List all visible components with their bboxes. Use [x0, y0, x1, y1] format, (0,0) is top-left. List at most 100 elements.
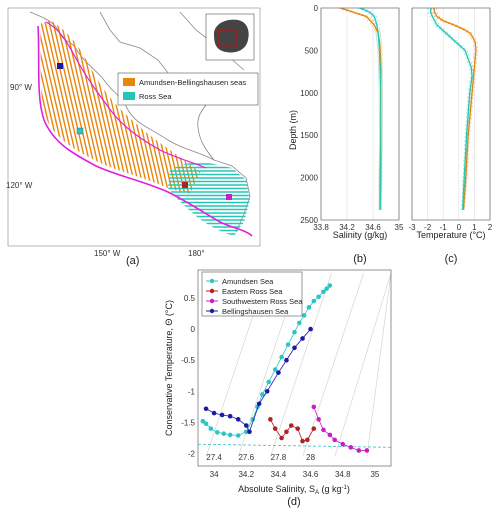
- data-point-sw_ross: [356, 448, 362, 453]
- y-tick-label: -1.5: [181, 418, 195, 427]
- ts-x-axis-label: Absolute Salinity, SA (g kg-1): [238, 484, 350, 496]
- salinity-axis-label: Salinity (g/kg): [333, 230, 388, 240]
- data-point-bellingshausen: [203, 406, 209, 412]
- panel-label-c: (c): [445, 253, 458, 265]
- x-tick-label: 1: [472, 223, 477, 232]
- data-point-amundsen: [285, 342, 291, 347]
- data-point-e_ross: [295, 426, 301, 431]
- legend-label-ab: Amundsen-Bellingshausen seas: [139, 78, 246, 87]
- antarctica-inset-icon: [205, 13, 255, 61]
- x-tick-label: 35: [395, 223, 404, 232]
- x-tick-label: 0: [457, 223, 462, 232]
- data-point-amundsen: [272, 367, 278, 372]
- panel-label-b: (b): [353, 253, 366, 265]
- data-point-amundsen: [215, 430, 220, 435]
- southwestern-ross-station-marker: [226, 194, 232, 200]
- profile-line-amundsen_bellingshausen: [340, 7, 382, 210]
- amundsen-station-marker: [76, 127, 84, 135]
- data-point-bellingshausen: [235, 417, 241, 422]
- data-point-bellingshausen: [300, 336, 305, 341]
- y-tick-label: 0: [314, 4, 319, 13]
- data-point-bellingshausen: [219, 412, 225, 418]
- data-point-e_ross: [305, 437, 310, 443]
- temperature-axis-label: Temperature (°C): [416, 230, 485, 240]
- data-point-e_ross: [284, 429, 289, 435]
- x-tick-label: 34.6: [365, 223, 381, 232]
- legend-marker: [209, 278, 215, 284]
- data-point-sw_ross: [332, 437, 338, 443]
- data-point-bellingshausen: [308, 326, 313, 332]
- data-point-amundsen: [292, 329, 297, 335]
- data-point-e_ross: [311, 426, 317, 431]
- data-point-e_ross: [279, 435, 284, 441]
- profile-envelope: [343, 7, 383, 210]
- x-tick-label: 34.8: [335, 470, 351, 479]
- data-point-bellingshausen: [264, 389, 270, 394]
- data-point-amundsen: [301, 313, 307, 318]
- y-tick-label: -2: [188, 450, 196, 459]
- map-lon-label: 120° W: [6, 181, 33, 190]
- data-point-amundsen: [321, 289, 326, 295]
- legend-marker: [209, 288, 215, 294]
- profile-envelope: [430, 7, 475, 210]
- density-label: 28: [306, 453, 315, 462]
- ts-diagram-chart: 27.4 27.6 27.8 28 0.5 0 -0.5 -1 -1.5 -2 34 34.2 34…: [164, 269, 392, 508]
- legend-marker: [209, 308, 215, 314]
- x-tick-label: -2: [424, 223, 432, 232]
- freezing-line: [197, 443, 392, 448]
- data-point-sw_ross: [340, 441, 346, 447]
- data-point-amundsen: [316, 294, 321, 300]
- data-point-bellingshausen: [256, 401, 262, 407]
- panel-label-a: (a): [126, 255, 139, 267]
- density-contour: [334, 273, 392, 457]
- data-point-amundsen: [227, 432, 233, 438]
- data-point-e_ross: [268, 417, 273, 422]
- bellingshausen-station-marker: [57, 63, 63, 69]
- data-point-bellingshausen: [276, 370, 281, 375]
- data-point-bellingshausen: [292, 345, 297, 351]
- data-point-sw_ross: [327, 432, 333, 438]
- x-tick-label: -3: [408, 223, 416, 232]
- depth-axis-label: Depth (m): [288, 110, 298, 150]
- data-point-bellingshausen: [243, 423, 249, 428]
- profile-envelope: [427, 7, 471, 210]
- data-point-amundsen: [260, 392, 265, 397]
- data-point-amundsen: [266, 379, 272, 385]
- map-legend: Amundsen-Bellingshausen seas Ross Sea: [117, 72, 259, 106]
- x-tick-label: 33.8: [313, 223, 329, 232]
- data-point-amundsen: [200, 418, 206, 424]
- data-point-amundsen: [327, 283, 333, 288]
- temperature-plot-frame: [411, 7, 491, 221]
- data-point-e_ross: [300, 438, 305, 444]
- data-point-sw_ross: [348, 445, 354, 450]
- eastern-ross-station-marker: [182, 182, 188, 188]
- x-tick-label: 34: [210, 470, 219, 479]
- y-tick-label: 0.5: [184, 294, 196, 303]
- density-label: 27.6: [238, 453, 254, 462]
- density-label: 27.4: [206, 453, 222, 462]
- profile-line-ross: [430, 8, 473, 210]
- profile-envelope: [433, 7, 475, 210]
- legend-swatch-ab: [123, 78, 135, 86]
- data-point-sw_ross: [321, 427, 326, 433]
- data-point-amundsen: [203, 421, 209, 426]
- legend-marker: [209, 298, 215, 304]
- coastline: [29, 11, 251, 233]
- map-lon-label: 150° W: [94, 249, 121, 258]
- data-point-amundsen: [306, 305, 312, 310]
- y-tick-label: 2500: [300, 216, 318, 225]
- data-point-bellingshausen: [227, 413, 233, 419]
- data-point-e_ross: [288, 423, 294, 428]
- density-contour: [302, 273, 364, 457]
- data-point-sw_ross: [316, 417, 321, 422]
- data-point-amundsen: [208, 426, 214, 431]
- map-lon-label: 90° W: [10, 83, 32, 92]
- profile-envelope: [357, 7, 380, 210]
- legend-swatch-ross: [123, 92, 135, 100]
- x-tick-label: 34.6: [303, 470, 319, 479]
- profile-line-amundsen_bellingshausen: [433, 7, 477, 210]
- x-tick-label: -1: [440, 223, 448, 232]
- data-point-amundsen: [279, 354, 284, 360]
